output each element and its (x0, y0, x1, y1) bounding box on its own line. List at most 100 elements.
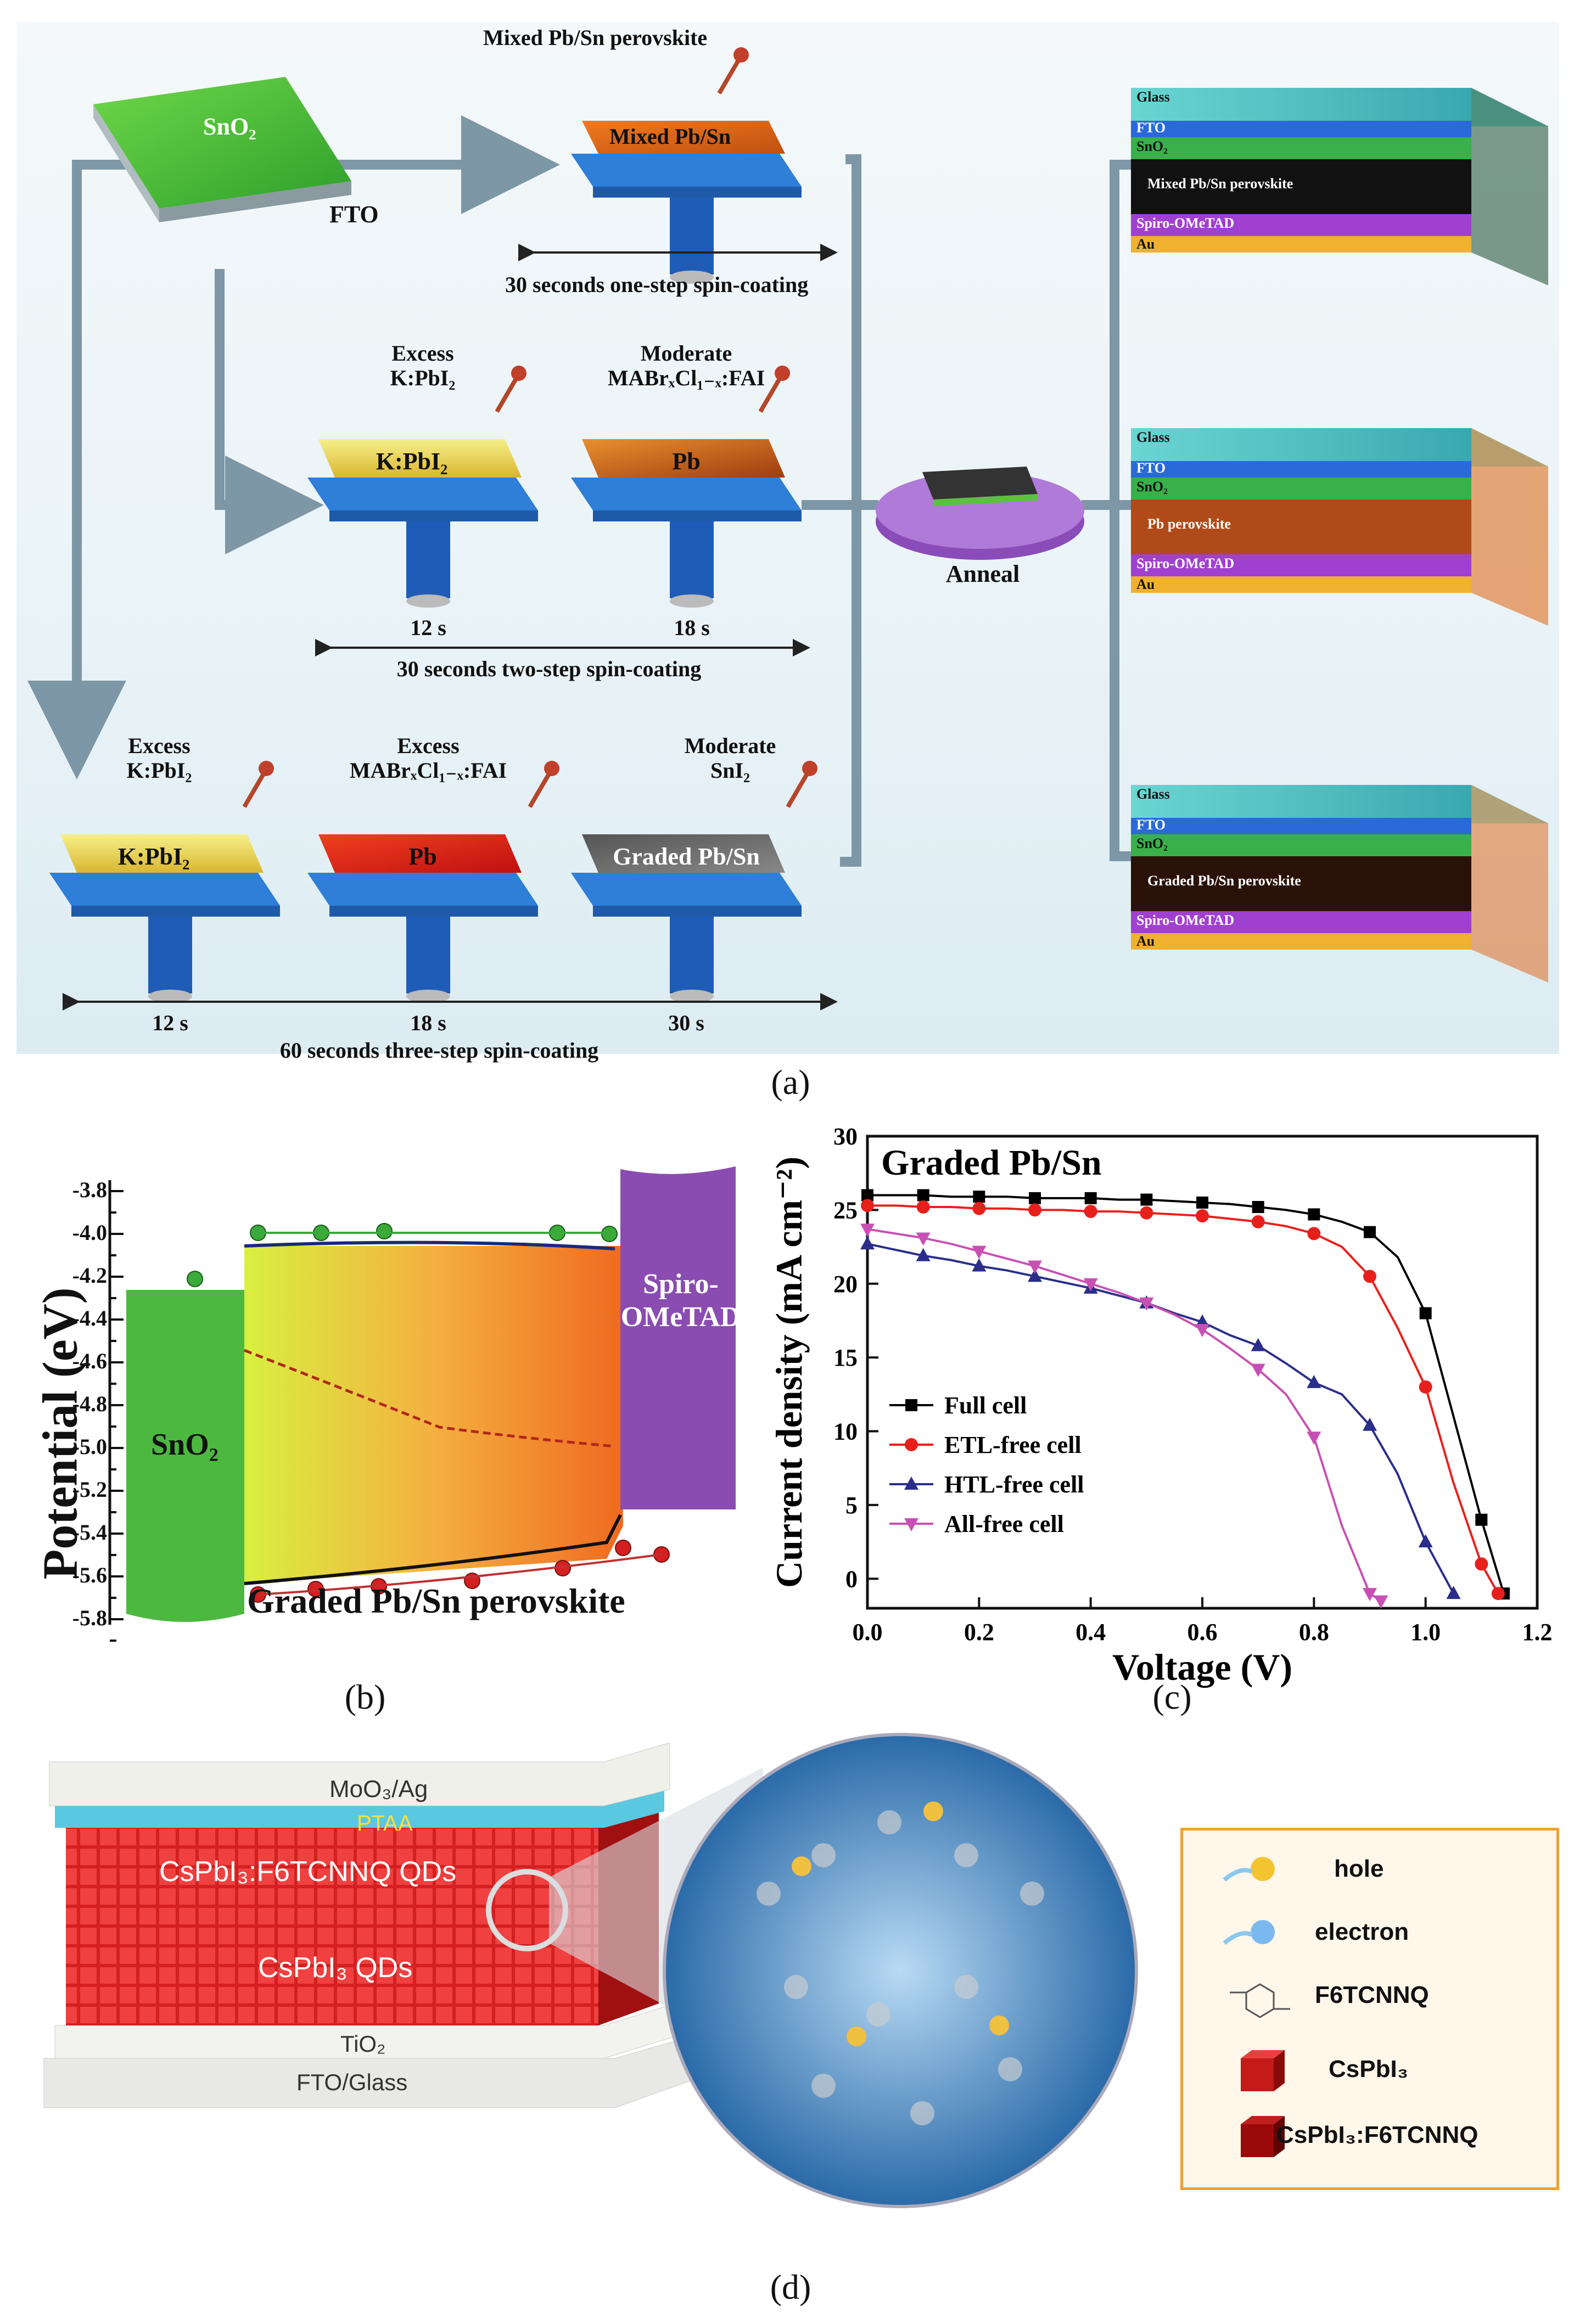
y-tick-label: 10 (833, 1418, 858, 1445)
data-point (1363, 1588, 1377, 1602)
legend-label: Full cell (944, 1392, 1027, 1419)
legend-cspbi3-f6-label: CsPbI₃:F6TCNNQ (1276, 2121, 1478, 2148)
data-point (972, 1202, 986, 1215)
device3-sno2-label: SnO₂ (1136, 835, 1168, 851)
two-step-1-reagent-line1: Excess (391, 341, 454, 366)
data-point (1084, 1205, 1097, 1219)
data-point (1139, 1297, 1154, 1311)
data-point (1195, 1324, 1209, 1338)
device3-glass-label: Glass (1136, 786, 1170, 802)
three-step-2-reagent-line2: MABrₓCl₁₋ₓ:FAI (349, 758, 507, 783)
caption-c: (c) (1152, 1677, 1192, 1716)
chart-title: Graded Pb/Sn (881, 1143, 1102, 1183)
data-point (1084, 1192, 1097, 1204)
device1-au-label: Au (1136, 236, 1155, 252)
data-point (1363, 1417, 1377, 1431)
data-point (1140, 1206, 1153, 1220)
data-point (1196, 1196, 1208, 1209)
panel-b-ytick-label: -4.6 (72, 1349, 107, 1373)
anneal-hotplate (876, 467, 1084, 560)
data-point (1374, 1595, 1388, 1609)
data-point (860, 1223, 875, 1237)
panel-b-spiro-label-1: Spiro- (643, 1268, 719, 1300)
one-step-drop-label: Mixed Pb/Sn perovskite (483, 25, 708, 50)
data-point (1251, 1215, 1265, 1228)
data-point (1083, 1278, 1098, 1292)
panel-b-ytick-label: -5.2 (72, 1477, 107, 1502)
panel-d-legend-icons (1223, 1857, 1290, 2157)
data-point (1475, 1557, 1488, 1571)
data-point (1307, 1374, 1321, 1388)
panel-b-spiro-label-2: OMeTAD (620, 1301, 741, 1333)
legend-label: All-free cell (944, 1511, 1064, 1537)
panel-b-perovskite-label: Graded Pb/Sn perovskite (247, 1581, 625, 1620)
legend-hole-label: hole (1334, 1855, 1384, 1882)
caption-b: (b) (344, 1677, 386, 1716)
two-step-2-reagent-line2: MABrₓCl₁₋ₓ:FAI (607, 366, 765, 390)
legend-marker (905, 1438, 918, 1451)
panel-a-flow-diagram (27, 47, 1548, 1011)
panel-d-device-illustration (43, 1733, 1138, 2208)
data-point (916, 1248, 931, 1261)
data-point (1196, 1209, 1209, 1223)
layer-top-label: MoO₃/Ag (329, 1776, 428, 1803)
substrate-top-label: SnO₂ (203, 113, 256, 140)
three-step-3-reagent-line2: SnI₂ (710, 758, 750, 783)
substrate-side-label: FTO (329, 201, 379, 228)
x-tick-label: 1.2 (1522, 1619, 1553, 1646)
data-point (1028, 1203, 1041, 1217)
panel-b-ytick-label: -4.2 (72, 1263, 107, 1288)
x-tick-label: 0.4 (1076, 1619, 1106, 1646)
three-step-3-reagent-line1: Moderate (684, 733, 776, 758)
data-point (973, 1191, 985, 1203)
device2-sno2-label: SnO₂ (1136, 479, 1168, 495)
y-tick-label: 15 (833, 1344, 858, 1371)
data-point (861, 1199, 874, 1212)
data-point (1140, 1193, 1153, 1206)
legend-label: HTL-free cell (944, 1471, 1084, 1498)
data-point (916, 1232, 931, 1246)
three-step-3-time: 30 s (668, 1011, 704, 1035)
caption-d: (d) (770, 2267, 811, 2306)
three-step-2-time: 18 s (410, 1011, 446, 1035)
legend-f6tcnnq-label: F6TCNNQ (1315, 1981, 1429, 2008)
panel-b-energy-diagram (108, 1166, 736, 1642)
sno2-substrate (93, 77, 351, 222)
data-point (1419, 1380, 1432, 1394)
layer-f6-qds-label: CsPbI₃:F6TCNNQ QDs (159, 1856, 457, 1888)
series-0 (861, 1189, 1510, 1600)
data-point (972, 1245, 987, 1259)
three-step-1-reagent-line1: Excess (128, 733, 191, 758)
three-step-1-time: 12 s (152, 1011, 188, 1035)
device2-perovskite-label: Pb perovskite (1147, 516, 1231, 532)
two-step-duration: 30 seconds two-step spin-coating (396, 656, 702, 681)
three-step-2-film: Pb (408, 843, 437, 870)
device1-perovskite-label: Mixed Pb/Sn perovskite (1147, 176, 1293, 192)
caption-a: (a) (771, 1063, 810, 1102)
three-step-duration: 60 seconds three-step spin-coating (279, 1038, 599, 1063)
data-point (972, 1258, 987, 1272)
series-3 (860, 1223, 1388, 1609)
x-tick-label: 0.0 (853, 1619, 883, 1646)
one-step-film-label: Mixed Pb/Sn (609, 124, 731, 149)
data-point (1364, 1226, 1376, 1238)
three-step-1-reagent-line2: K:PbI₂ (126, 758, 192, 783)
two-step-2-reagent-line1: Moderate (640, 341, 732, 366)
x-axis-label: Voltage (V) (1112, 1646, 1292, 1688)
three-step-2-reagent-line1: Excess (397, 733, 460, 758)
legend-marker (905, 1399, 917, 1411)
y-axis-label: Current density (mA cm⁻²) (768, 1157, 810, 1588)
legend-marker (904, 1518, 918, 1531)
legend-cspbi3-label: CsPbI₃ (1329, 2056, 1409, 2082)
legend-label: ETL-free cell (944, 1432, 1082, 1458)
two-step-1-time: 12 s (410, 615, 446, 640)
panel-b-ytick-label: -5.0 (72, 1434, 107, 1459)
device-stack-2 (1131, 428, 1548, 626)
panel-b-ytick-label: -4.8 (72, 1391, 107, 1416)
layer-fto-label: FTO/Glass (296, 2069, 408, 2095)
data-point (1251, 1363, 1265, 1377)
layer-qds-label: CsPbI₃ QDs (258, 1952, 413, 1984)
series-1 (861, 1199, 1505, 1601)
three-step-1-film: K:PbI₂ (117, 843, 190, 870)
panel-b-ytick-label: -4.4 (72, 1306, 107, 1331)
